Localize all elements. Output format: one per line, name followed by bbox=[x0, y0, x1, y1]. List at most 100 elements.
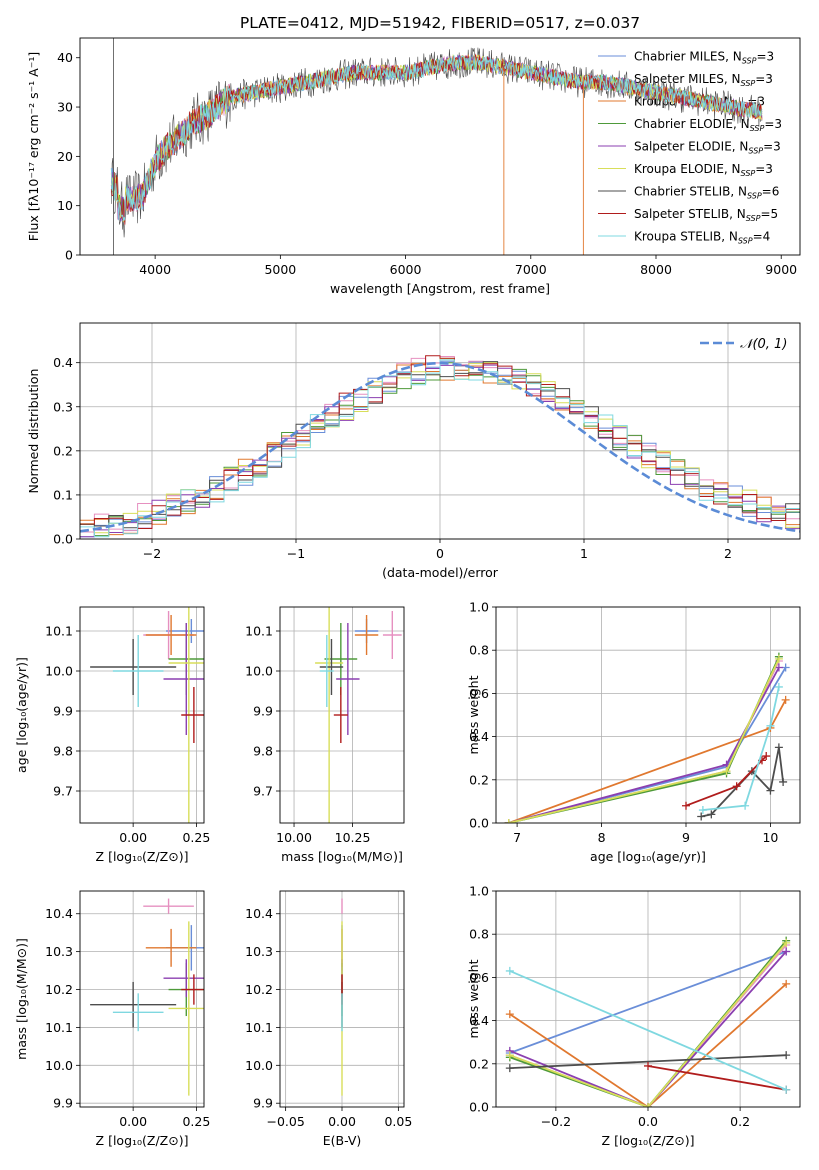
residuals-ytick-label: 0.3 bbox=[53, 399, 73, 414]
mass-weight-marker bbox=[782, 979, 791, 988]
mass-vs-Z-ytick-label: 10.0 bbox=[45, 1058, 73, 1073]
weight-vs-age-ytick-label: 0.4 bbox=[469, 729, 489, 744]
weight-vs-age-xtick-label: 9 bbox=[682, 830, 690, 845]
weight-vs-age-frame bbox=[495, 606, 801, 824]
age-vs-mass-ytick-label: 9.7 bbox=[253, 784, 273, 799]
weight-vs-Z-xtick-label: −0.2 bbox=[541, 1114, 571, 1129]
spectrum-xtick-label: 8000 bbox=[640, 262, 672, 277]
residuals-ytick-label: 0.4 bbox=[53, 355, 73, 370]
mass-vs-Z-panel: 0.00 0.25 9.9 10.0 10.1 10.2 10.3 10.4 Z [log₁₀(… bbox=[14, 890, 210, 1148]
age-vs-Z-xtick-label: 0.25 bbox=[182, 830, 210, 845]
legend-entry: Chabrier STELIB, NSSP=6 bbox=[634, 185, 779, 201]
mass-weight-line bbox=[509, 950, 787, 1107]
mass-weight-marker bbox=[644, 1061, 652, 1070]
mass-weight-line bbox=[509, 950, 787, 1054]
weight-vs-age-ytick-label: 1.0 bbox=[469, 600, 489, 615]
weight-vs-Z-ytick-label: 0.0 bbox=[469, 1100, 489, 1115]
mass-vs-EBV-frame bbox=[279, 890, 405, 1108]
mass-weight-marker bbox=[781, 663, 790, 672]
legend-entry: Chabrier MILES, NSSP=3 bbox=[634, 50, 774, 66]
mass-vs-EBV-ytick-label: 10.3 bbox=[245, 944, 273, 959]
legend-nssp-value: =6 bbox=[762, 185, 780, 199]
mass-weight-marker bbox=[732, 782, 741, 791]
mass-vs-Z-ylabel: mass [log₁₀(M/M⊙)] bbox=[14, 938, 29, 1060]
weight-vs-age-ytick-label: 0.0 bbox=[469, 816, 489, 831]
weight-vs-age-ytick-label: 0.8 bbox=[469, 643, 489, 658]
mass-weight-marker bbox=[505, 1064, 514, 1073]
age-vs-mass-ytick-label: 10.0 bbox=[245, 664, 273, 679]
legend-series-name: Salpeter STELIB, N bbox=[634, 207, 746, 221]
legend-nssp-value: =5 bbox=[760, 207, 778, 221]
weight-vs-age-plot-area bbox=[504, 652, 790, 823]
spectrum-xtick-label: 6000 bbox=[390, 262, 422, 277]
mass-weight-marker bbox=[781, 695, 790, 704]
age-vs-mass-ytick-label: 10.1 bbox=[245, 624, 273, 639]
mass-weight-marker bbox=[504, 819, 513, 823]
weight-vs-age-xtick-label: 7 bbox=[513, 830, 521, 845]
mass-vs-EBV-xtick-label: 0.00 bbox=[328, 1114, 356, 1129]
spectrum-xtick-label: 5000 bbox=[264, 262, 296, 277]
age-vs-Z-ylabel: age [log₁₀(age/yr)] bbox=[14, 657, 29, 773]
age-vs-Z-ytick-label: 10.0 bbox=[45, 664, 73, 679]
spectrum-ylabel: Flux [fλ10⁻¹⁷ erg cm⁻² s⁻¹ A⁻¹] bbox=[26, 52, 41, 241]
legend-subscript: SSP bbox=[741, 79, 756, 88]
age-vs-mass-ytick-label: 9.9 bbox=[253, 704, 273, 719]
residual-histogram-step bbox=[80, 361, 800, 529]
mass-vs-EBV-ytick-label: 10.0 bbox=[245, 1058, 273, 1073]
spectrum-xtick-label: 7000 bbox=[515, 262, 547, 277]
mass-vs-Z-grid bbox=[80, 891, 204, 1107]
age-vs-Z-xtick-label: 0.00 bbox=[119, 830, 147, 845]
mass-weight-marker bbox=[774, 654, 783, 663]
mass-weight-marker bbox=[774, 743, 783, 752]
mass-vs-Z-ytick-label: 10.4 bbox=[45, 906, 73, 921]
age-vs-Z-frame bbox=[79, 606, 205, 824]
residuals-xtick-label: 2 bbox=[724, 546, 732, 561]
residuals-xtick-label: −2 bbox=[143, 546, 161, 561]
legend-series-name: Kroupa ELODIE, N bbox=[634, 162, 741, 176]
spectrum-plot-area bbox=[110, 38, 763, 255]
weight-vs-Z-ytick-label: 1.0 bbox=[469, 884, 489, 899]
residual-histogram-step bbox=[80, 355, 800, 529]
spectrum-xlabel: wavelength [Angstrom, rest frame] bbox=[330, 281, 550, 296]
legend-series-name: Chabrier ELODIE, N bbox=[634, 117, 750, 131]
residuals-xtick-label: 1 bbox=[580, 546, 588, 561]
legend-series-name: Chabrier STELIB, N bbox=[634, 185, 747, 199]
age-vs-mass-frame bbox=[279, 606, 405, 824]
mass-weight-line bbox=[509, 1054, 787, 1069]
mass-vs-EBV-xtick-label: 0.05 bbox=[384, 1114, 412, 1129]
age-vs-Z-ytick-label: 9.9 bbox=[53, 704, 73, 719]
mass-vs-Z-plot-area bbox=[90, 898, 204, 1096]
weight-vs-Z-ytick-label: 0.4 bbox=[469, 1013, 489, 1028]
weight-vs-Z-xtick-label: 0.2 bbox=[730, 1114, 750, 1129]
weight-vs-Z-ylabel: mass weight bbox=[466, 959, 481, 1038]
weight-vs-age-xtick-label: 8 bbox=[598, 830, 606, 845]
mass-weight-line bbox=[509, 942, 787, 1107]
legend-series-name: Kroupa STELIB, N bbox=[634, 230, 738, 244]
residuals-xtick-label: 0 bbox=[436, 546, 444, 561]
age-vs-Z-plot-area bbox=[90, 607, 204, 823]
legend-nssp-value: =3 bbox=[755, 162, 773, 176]
mass-weight-marker bbox=[766, 721, 775, 730]
mass-weight-marker bbox=[505, 1010, 514, 1019]
residuals-xtick-label: −1 bbox=[287, 546, 305, 561]
residuals-frame bbox=[79, 322, 801, 540]
weight-vs-age-ylabel: mass weight bbox=[466, 675, 481, 754]
age-vs-Z-panel: 0.00 0.25 9.7 9.8 9.9 10.0 10.1 Z [log₁₀(Z/Z⊙)]… bbox=[14, 606, 210, 864]
mass-weight-line bbox=[685, 755, 767, 807]
spectrum-ytick-label: 20 bbox=[57, 149, 73, 164]
mass-vs-EBV-xlabel: E(B-V) bbox=[323, 1133, 362, 1148]
legend-entry: Chabrier ELODIE, NSSP=3 bbox=[634, 117, 782, 133]
spectrum-series-line bbox=[110, 55, 763, 221]
legend-entry: Kroupa STELIB, NSSP=4 bbox=[634, 230, 770, 246]
residuals-ytick-label: 0.2 bbox=[53, 443, 73, 458]
mass-weight-marker bbox=[698, 806, 707, 815]
weight-vs-age-ytick-label: 0.6 bbox=[469, 686, 489, 701]
age-vs-Z-ytick-label: 10.1 bbox=[45, 624, 73, 639]
mass-weight-marker bbox=[644, 1103, 652, 1107]
mass-vs-Z-xlabel: Z [log₁₀(Z/Z⊙)] bbox=[96, 1133, 189, 1148]
weight-vs-age-ytick-label: 0.2 bbox=[469, 772, 489, 787]
residuals-panel: −2 −1 0 1 2 0.0 0.1 0.2 0.3 0.4 (data-model)/error… bbox=[26, 322, 801, 580]
mass-weight-marker bbox=[505, 966, 514, 975]
legend-series-name: Salpeter ELODIE, N bbox=[634, 140, 748, 154]
age-vs-mass-grid bbox=[280, 607, 404, 823]
